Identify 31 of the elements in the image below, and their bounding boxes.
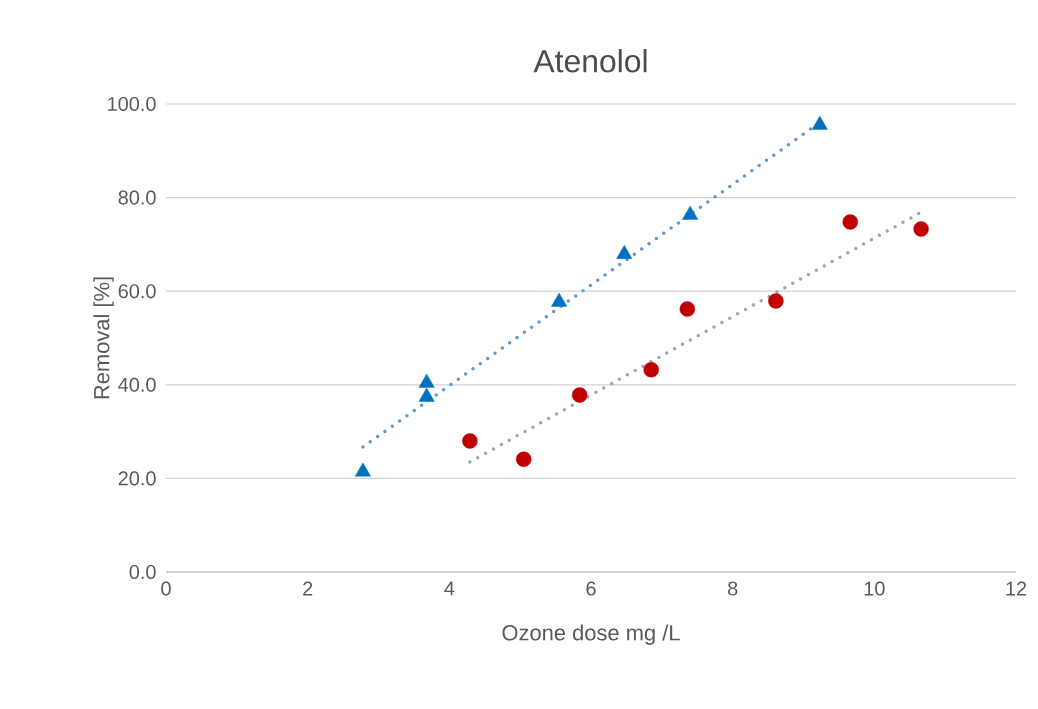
- point: [768, 293, 784, 309]
- point: [462, 433, 478, 449]
- y-tick-label: 40.0: [118, 377, 156, 392]
- y-tick-label: 0.0: [129, 564, 156, 580]
- point: [616, 245, 633, 259]
- x-tick-label: 10: [864, 581, 885, 596]
- point: [811, 115, 828, 130]
- point: [643, 362, 659, 378]
- y-tick-label: 80.0: [118, 190, 156, 205]
- x-tick-label: 8: [727, 581, 738, 596]
- point: [679, 301, 696, 317]
- point: [516, 451, 532, 467]
- chart-title: Atenolol: [533, 49, 647, 73]
- y-tick-label: 20.0: [118, 471, 156, 486]
- y-axis-title: Removal [%]: [93, 277, 114, 399]
- point: [418, 373, 435, 388]
- point: [571, 387, 588, 403]
- x-tick-label: 2: [303, 581, 313, 596]
- point: [913, 221, 929, 237]
- point: [682, 205, 699, 220]
- point: [418, 387, 435, 402]
- point: [842, 214, 858, 230]
- x-tick-label: 4: [444, 581, 455, 596]
- point: [354, 462, 371, 477]
- x-tick-label: 0: [161, 581, 171, 596]
- y-tick-label: 100.0: [108, 96, 156, 112]
- x-tick-label: 6: [586, 581, 596, 596]
- x-axis-title: Ozone dose mg /L: [502, 624, 680, 645]
- y-tick-label: 60.0: [118, 284, 156, 299]
- x-tick-label: 12: [1006, 581, 1027, 596]
- point: [551, 292, 568, 307]
